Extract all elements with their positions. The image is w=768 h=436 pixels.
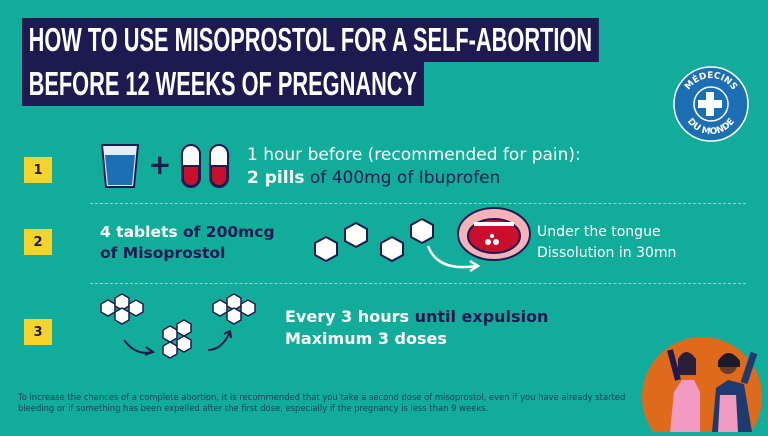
step-2-dose: 4 tablets of 200mcg of Misoprostol xyxy=(100,223,275,262)
step-3-instructions: Every 3 hours until expulsion Maximum 3 … xyxy=(285,307,549,348)
step-2-badge: 2 xyxy=(24,229,52,255)
step-1-badge: 1 xyxy=(24,157,52,183)
plus-sign: + xyxy=(148,148,172,181)
misoprostol-tablets-icon xyxy=(312,215,440,271)
step-1-dose: 2 pills of 400mg of Ibuprofen xyxy=(247,168,501,188)
medecins-du-monde-logo: MÉDECINS DU MONDE xyxy=(673,66,749,142)
repeat-doses-icon xyxy=(98,290,263,369)
ibuprofen-pills-icon xyxy=(180,143,232,193)
step-2-instructions: Under the tongue Dissolution in 30mn xyxy=(537,224,677,261)
mouth-under-tongue-icon xyxy=(422,206,532,280)
step-1-timing: 1 hour before (recommended for pain): xyxy=(247,145,581,165)
divider xyxy=(90,203,746,204)
step-3-badge: 3 xyxy=(24,319,52,345)
footnote: To increase the chances of a complete ab… xyxy=(18,392,626,413)
water-glass-icon xyxy=(100,143,140,193)
title-line-1: HOW TO USE MISOPROSTOL FOR A SELF-ABORTI… xyxy=(22,18,599,62)
title-line-2: BEFORE 12 WEEKS OF PREGNANCY xyxy=(22,62,424,106)
women-illustration xyxy=(640,335,768,436)
divider xyxy=(90,283,746,284)
